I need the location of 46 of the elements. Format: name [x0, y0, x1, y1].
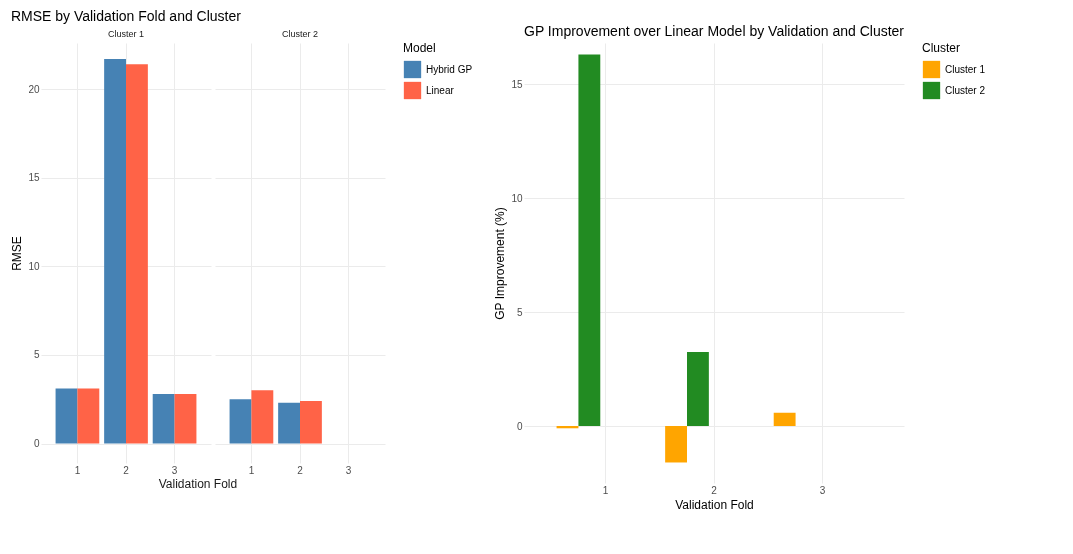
x-tick-label: 3 [171, 464, 178, 476]
bar [578, 54, 601, 427]
y-tick-label: 5 [516, 306, 523, 318]
bar [104, 58, 126, 444]
x-axis-title: Validation Fold [675, 497, 754, 512]
x-tick-label: 2 [297, 464, 304, 476]
bar [300, 400, 322, 444]
legend-label: Hybrid GP [426, 63, 473, 75]
chart-title: RMSE by Validation Fold and Cluster [10, 8, 242, 24]
x-tick-label: 3 [819, 484, 826, 496]
x-axis-title: Validation Fold [158, 477, 238, 491]
bar [687, 351, 709, 427]
bar [55, 388, 78, 444]
y-tick-label: 10 [28, 260, 40, 272]
bar [174, 393, 197, 444]
legend-label: Cluster 2 [945, 84, 986, 96]
bar [152, 393, 175, 444]
x-tick-label: 1 [248, 464, 255, 476]
chart-subtitle: Cluster 2 [281, 29, 319, 39]
y-tick-label: 15 [28, 172, 40, 184]
y-axis-title: RMSE [10, 236, 25, 271]
legend-label: Linear [426, 84, 455, 96]
y-tick-label: 0 [516, 420, 523, 432]
y-tick-label: 15 [511, 78, 523, 90]
x-tick-label: 1 [602, 484, 609, 496]
bar [665, 426, 687, 463]
bar [126, 64, 148, 444]
y-tick-label: 10 [511, 192, 523, 204]
bar [77, 388, 100, 444]
bar [278, 402, 300, 444]
legend-label: Cluster 1 [945, 63, 986, 75]
x-tick-label: 3 [345, 464, 352, 476]
bar [229, 399, 252, 444]
x-tick-label: 2 [123, 464, 130, 476]
x-tick-label: 1 [74, 464, 81, 476]
chart-title: GP Improvement over Linear Model by Validation and Cluster [523, 23, 905, 39]
y-axis-title: GP Improvement (%) [493, 207, 508, 320]
y-tick-label: 20 [28, 83, 40, 95]
y-tick-label: 0 [33, 438, 40, 450]
bar [773, 412, 796, 427]
x-tick-label: 2 [711, 484, 718, 496]
y-tick-label: 5 [33, 349, 40, 361]
legend-title: Cluster [922, 41, 961, 55]
bar [251, 390, 274, 444]
legend-title: Model [403, 41, 436, 55]
chart-subtitle: Cluster 1 [107, 29, 145, 39]
